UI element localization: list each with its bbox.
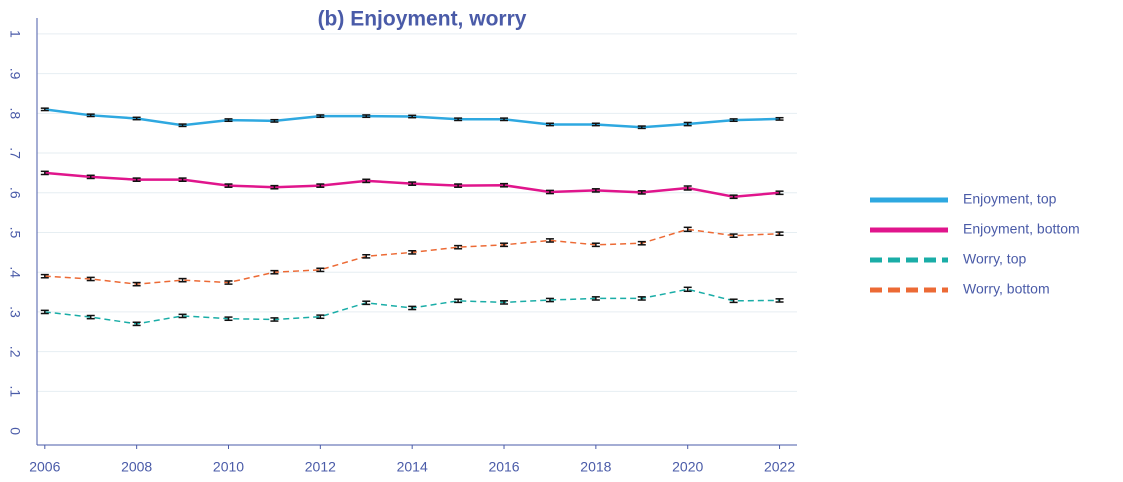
error-bar bbox=[408, 250, 417, 255]
error-bar bbox=[454, 117, 463, 122]
error-bar bbox=[362, 300, 371, 306]
error-bar bbox=[224, 118, 233, 123]
error-bar bbox=[316, 314, 325, 320]
error-bar bbox=[500, 182, 509, 188]
error-bar bbox=[729, 118, 738, 123]
error-bar bbox=[500, 242, 509, 248]
error-bar bbox=[86, 276, 95, 282]
error-bar bbox=[132, 281, 141, 287]
error-bar bbox=[224, 316, 233, 322]
error-bar bbox=[683, 185, 692, 191]
error-bar bbox=[132, 321, 141, 327]
error-bar bbox=[591, 188, 600, 193]
y-tick-label: 1 bbox=[7, 30, 23, 38]
error-bar bbox=[178, 177, 187, 183]
series-line bbox=[44, 228, 780, 285]
error-bar bbox=[178, 313, 187, 319]
error-bar bbox=[637, 296, 646, 301]
x-tick-label: 2014 bbox=[397, 459, 428, 475]
error-bar bbox=[729, 194, 738, 200]
x-tick-label: 2022 bbox=[764, 459, 795, 475]
y-tick-label: .6 bbox=[7, 187, 23, 199]
error-bar bbox=[40, 273, 49, 279]
y-tick-label: .7 bbox=[7, 147, 23, 159]
x-tick-label: 2016 bbox=[488, 459, 519, 475]
error-bar bbox=[178, 277, 187, 283]
error-bar bbox=[362, 114, 371, 119]
chart-title: (b) Enjoyment, worry bbox=[318, 8, 527, 31]
error-bar bbox=[224, 280, 233, 285]
error-bar bbox=[408, 114, 417, 119]
error-bar bbox=[775, 231, 784, 237]
error-bar bbox=[683, 226, 692, 233]
legend-label: Worry, top bbox=[963, 251, 1026, 267]
error-bar bbox=[86, 314, 95, 320]
error-bar bbox=[729, 233, 738, 239]
error-bar bbox=[270, 184, 279, 190]
error-bar bbox=[637, 125, 646, 130]
error-bar bbox=[362, 253, 371, 259]
x-tick-label: 2008 bbox=[121, 459, 152, 475]
error-bar bbox=[408, 305, 417, 311]
error-bar bbox=[454, 244, 463, 250]
error-bar bbox=[316, 183, 325, 188]
error-bar bbox=[270, 317, 279, 322]
y-tick-label: .5 bbox=[7, 227, 23, 239]
error-bar bbox=[224, 183, 233, 188]
legend-label: Enjoyment, bottom bbox=[963, 221, 1080, 237]
error-bar bbox=[40, 107, 49, 112]
error-bar bbox=[545, 297, 554, 303]
y-tick-label: .1 bbox=[7, 386, 23, 398]
x-tick-label: 2018 bbox=[580, 459, 611, 475]
error-bar bbox=[454, 183, 463, 188]
x-tick-label: 2020 bbox=[672, 459, 703, 475]
error-bar bbox=[591, 296, 600, 301]
y-tick-label: .4 bbox=[7, 266, 23, 278]
error-bar bbox=[545, 122, 554, 127]
error-bar bbox=[132, 177, 141, 183]
error-bar bbox=[270, 269, 279, 275]
x-tick-label: 2012 bbox=[305, 459, 336, 475]
error-bar bbox=[637, 240, 646, 246]
error-bar bbox=[40, 309, 49, 315]
x-tick-label: 2010 bbox=[213, 459, 244, 475]
error-bar bbox=[362, 178, 371, 184]
error-bar bbox=[637, 190, 646, 195]
error-bar bbox=[775, 190, 784, 196]
error-bar bbox=[775, 116, 784, 121]
error-bar bbox=[40, 170, 49, 176]
legend-label: Worry, bottom bbox=[963, 281, 1050, 297]
error-bar bbox=[729, 298, 738, 304]
error-bar bbox=[316, 267, 325, 273]
error-bar bbox=[545, 238, 554, 243]
error-bar bbox=[316, 114, 325, 119]
y-tick-label: 0 bbox=[7, 427, 23, 435]
x-tick-label: 2006 bbox=[29, 459, 60, 475]
error-bar bbox=[591, 122, 600, 127]
error-bar bbox=[408, 181, 417, 186]
legend-label: Enjoyment, top bbox=[963, 191, 1057, 207]
y-tick-label: .8 bbox=[7, 107, 23, 119]
error-bar bbox=[500, 117, 509, 122]
error-bar bbox=[591, 242, 600, 248]
error-bar bbox=[683, 286, 692, 293]
error-bar bbox=[270, 118, 279, 123]
error-bar bbox=[454, 298, 463, 304]
error-bar bbox=[500, 300, 509, 305]
y-tick-label: .2 bbox=[7, 346, 23, 358]
error-bar bbox=[545, 189, 554, 195]
error-bar bbox=[86, 174, 95, 180]
y-tick-label: .9 bbox=[7, 68, 23, 80]
y-tick-label: .3 bbox=[7, 306, 23, 318]
error-bar bbox=[683, 121, 692, 127]
error-bar bbox=[775, 298, 784, 303]
error-bar bbox=[178, 123, 187, 128]
error-bar bbox=[132, 116, 141, 121]
error-bar bbox=[86, 113, 95, 118]
